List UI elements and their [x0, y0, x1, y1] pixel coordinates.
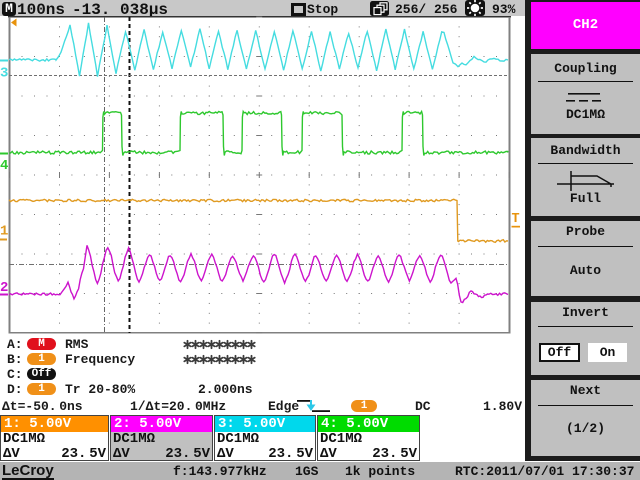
svg-text:2: 2 — [0, 280, 8, 296]
svg-text:1: 1 — [0, 224, 8, 240]
svg-text:T: T — [512, 212, 520, 227]
svg-text:4: 4 — [0, 158, 8, 174]
svg-text:3: 3 — [0, 66, 8, 82]
